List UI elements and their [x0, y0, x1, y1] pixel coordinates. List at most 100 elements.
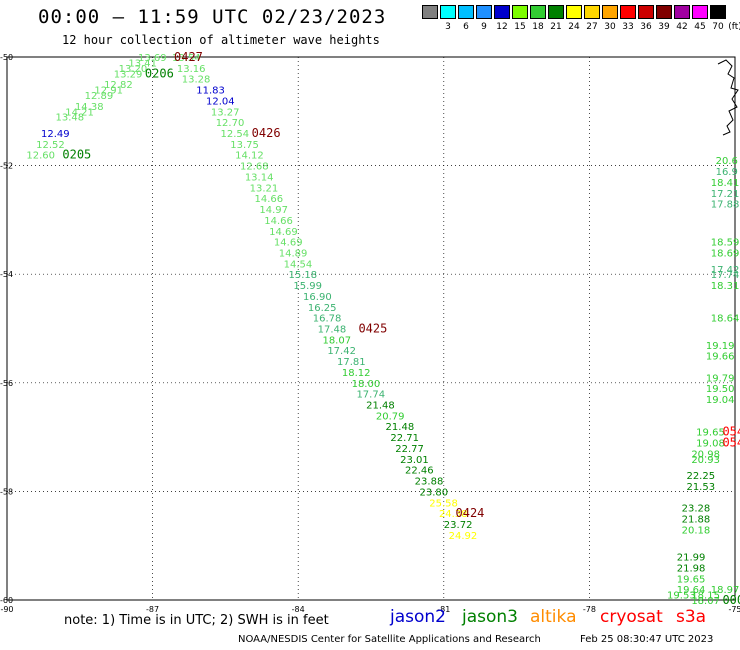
legend-swatch	[530, 5, 546, 19]
legend-level-label: 36	[640, 22, 652, 32]
legend-level-label: 24	[568, 22, 580, 32]
wave-height-label: 12.49	[41, 129, 70, 140]
wave-height-label: 21.88	[682, 515, 711, 526]
legend-swatch	[710, 5, 726, 19]
x-tick-label: -90	[0, 605, 13, 614]
page-title: 00:00 – 11:59 UTC 02/23/2023	[38, 6, 387, 28]
wave-height-label: 16.9	[716, 167, 738, 178]
wave-height-label: 14.97	[259, 205, 288, 216]
wave-height-label: 18.00	[352, 379, 381, 390]
wave-height-label: 18.07	[691, 596, 720, 607]
time-label: 0425	[358, 322, 387, 336]
time-label: 0426	[252, 126, 281, 140]
legend-altika: altika	[530, 607, 577, 627]
legend-level-label: 42	[676, 22, 688, 32]
y-tick-label: -50	[0, 53, 13, 62]
wave-height-label: 12.04	[206, 96, 235, 107]
wave-height-label: 19.04	[706, 395, 735, 406]
wave-height-label: 17.81	[337, 357, 366, 368]
wave-height-label: 17.42	[327, 346, 356, 357]
legend-swatch	[458, 5, 474, 19]
legend-level-label: 15	[514, 22, 526, 32]
wave-height-label: 13.27	[211, 107, 240, 118]
time-label: 054	[722, 425, 740, 439]
wave-height-label: 22.77	[395, 444, 424, 455]
y-tick-label: -54	[0, 270, 13, 279]
wave-height-label: 18.07	[322, 335, 351, 346]
wave-height-label: 23.28	[682, 504, 711, 515]
wave-height-label: 19.65	[696, 428, 725, 439]
wave-height-label: 18.31	[711, 281, 740, 292]
wave-height-label: 24.92	[449, 531, 478, 542]
wave-height-label: 18.15	[691, 591, 720, 602]
wave-height-label: 13.20	[119, 64, 148, 75]
legend-level-label: 6	[463, 22, 469, 32]
plot-frame	[6, 56, 736, 601]
wave-height-label: 18.97	[711, 585, 740, 596]
wave-height-label: 12.54	[221, 129, 250, 140]
wave-height-label: 23.88	[415, 477, 444, 488]
legend-swatch	[494, 5, 510, 19]
x-tick-label: -75	[728, 605, 740, 614]
legend-swatch	[512, 5, 528, 19]
wave-height-label: 22.46	[405, 466, 434, 477]
wave-height-label: 17.42	[711, 265, 740, 276]
legend-level-label: 12	[496, 22, 508, 32]
y-tick-label: -58	[0, 487, 13, 496]
time-label: 0205	[62, 148, 91, 162]
wave-height-label: 11.83	[196, 86, 225, 97]
wave-height-label: 16.25	[308, 303, 337, 314]
credit-line: NOAA/NESDIS Center for Satellite Applica…	[238, 634, 541, 645]
coastline	[717, 59, 739, 136]
wave-height-label: 20.6	[716, 156, 738, 167]
wave-height-label: 16.90	[303, 292, 332, 303]
wave-height-label: 17.48	[318, 325, 347, 336]
wave-height-label: 18.59	[711, 238, 740, 249]
legend-s3a: s3a	[676, 607, 707, 627]
legend-swatch	[656, 5, 672, 19]
wave-height-label: 21.53	[686, 482, 715, 493]
wave-height-label: 20.93	[691, 455, 720, 466]
wave-height-label: 19.64	[677, 585, 706, 596]
legend-swatch	[476, 5, 492, 19]
wave-height-label: 23.72	[444, 520, 473, 531]
wave-height-label: 19.50	[706, 384, 735, 395]
x-tick-label: -78	[583, 605, 596, 614]
wave-height-label: 22.25	[686, 471, 715, 482]
legend-swatch	[584, 5, 600, 19]
wave-height-label: 14.89	[279, 248, 308, 259]
legend-level-label: 30	[604, 22, 616, 32]
wave-height-label: 13.41	[128, 58, 157, 69]
time-label: 000	[722, 593, 740, 607]
wave-height-label: 17.74	[711, 270, 740, 281]
wave-height-label: 23.01	[400, 455, 429, 466]
y-tick-label: -56	[0, 379, 13, 388]
legend-level-label: 45	[694, 22, 706, 32]
wave-height-label: 25.58	[429, 498, 458, 509]
legend-swatch	[638, 5, 654, 19]
wave-height-label: 13.29	[114, 69, 143, 80]
wave-height-label: 18.12	[342, 368, 371, 379]
wave-height-label: 13.21	[250, 183, 279, 194]
wave-height-label: 13.14	[245, 172, 274, 183]
wave-height-label: 14.38	[75, 102, 104, 113]
wave-height-label: 13.75	[230, 140, 259, 151]
wave-height-label: 18.64	[711, 314, 740, 325]
subtitle: 12 hour collection of altimeter wave hei…	[62, 33, 380, 47]
legend-swatch	[422, 5, 438, 19]
legend-level-label: 39	[658, 22, 670, 32]
wave-height-label: 21.48	[386, 422, 415, 433]
wave-height-label: 13.16	[177, 64, 206, 75]
wave-height-label: 12.52	[36, 140, 65, 151]
note-text: note: 1) Time is in UTC; 2) SWH is in fe…	[64, 613, 329, 628]
wave-height-label: 24.38	[439, 509, 468, 520]
legend-level-label: 33	[622, 22, 634, 32]
wave-height-label: 13.48	[56, 113, 85, 124]
y-tick-label: -60	[0, 596, 13, 605]
wave-height-label: 18.41	[711, 178, 740, 189]
legend-swatch	[440, 5, 456, 19]
legend-level-label: 70	[712, 22, 724, 32]
wave-height-label: 13.54	[172, 53, 201, 64]
wave-height-label: 22.71	[390, 433, 419, 444]
